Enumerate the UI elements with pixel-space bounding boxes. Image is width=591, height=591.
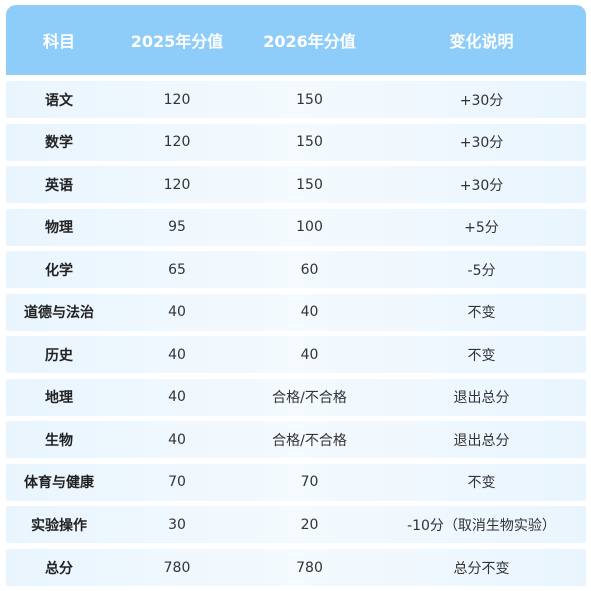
- score-2025-cell: 65: [168, 261, 186, 278]
- change-cell: 不变: [467, 475, 496, 492]
- subject-cell: 道德与法治: [24, 305, 94, 322]
- score-2025-cell: 95: [168, 219, 186, 236]
- score-2025-cell: 40: [168, 304, 186, 321]
- table-row: 化学 65 60 -5分: [6, 251, 586, 289]
- subject-cell: 生物: [45, 432, 73, 449]
- table-row: 实验操作 30 20 -10分（取消生物实验）: [6, 506, 586, 544]
- table-row: 地理 40 合格/不合格 退出总分: [6, 378, 586, 416]
- score-2026-cell: 40: [300, 346, 319, 363]
- change-cell: 总分不变: [453, 560, 510, 577]
- subject-cell: 英语: [45, 177, 73, 194]
- header-2025-score: 2025年分值: [130, 32, 224, 51]
- change-cell: 退出总分: [453, 432, 510, 449]
- score-2026-cell: 150: [296, 176, 323, 193]
- score-2025-cell: 40: [168, 389, 186, 406]
- subject-cell: 实验操作: [31, 517, 87, 534]
- change-cell: +30分: [459, 177, 504, 194]
- subject-cell: 数学: [45, 135, 73, 152]
- table-row: 生物 40 合格/不合格 退出总分: [6, 421, 586, 459]
- score-2026-cell: 100: [296, 219, 323, 236]
- score-2026-cell: 150: [296, 91, 323, 108]
- subject-cell: 化学: [45, 262, 73, 279]
- change-cell: -10分（取消生物实验）: [407, 517, 556, 534]
- table-header: 科目 2025年分值 2026年分值 变化说明: [6, 5, 586, 75]
- score-comparison-table: 科目 2025年分值 2026年分值 变化说明 语文 120 150 +30分 …: [6, 5, 586, 587]
- subject-cell: 语文: [45, 92, 73, 109]
- score-2026-cell: 70: [300, 474, 319, 491]
- change-cell: -5分: [467, 262, 496, 279]
- score-2026-cell: 合格/不合格: [272, 390, 347, 407]
- score-2025-cell: 780: [163, 559, 191, 576]
- header-subject: 科目: [42, 32, 75, 51]
- table-row: 英语 120 150 +30分: [6, 166, 586, 204]
- score-2026-cell: 20: [300, 516, 319, 533]
- change-cell: 退出总分: [453, 390, 510, 407]
- score-2026-cell: 150: [296, 134, 323, 151]
- subject-cell: 历史: [45, 347, 73, 364]
- score-2026-cell: 合格/不合格: [272, 432, 347, 449]
- change-cell: +30分: [459, 92, 504, 109]
- subject-cell: 体育与健康: [24, 475, 94, 492]
- score-2026-cell: 40: [300, 304, 319, 321]
- table-row: 历史 40 40 不变: [6, 336, 586, 374]
- subject-cell: 物理: [45, 220, 73, 237]
- subject-cell: 地理: [45, 390, 73, 407]
- score-2025-cell: 40: [168, 431, 186, 448]
- table-row: 体育与健康 70 70 不变: [6, 463, 586, 501]
- table-row: 物理 95 100 +5分: [6, 208, 586, 246]
- score-2025-cell: 120: [163, 91, 191, 108]
- change-cell: 不变: [467, 347, 496, 364]
- table-row: 数学 120 150 +30分: [6, 123, 586, 161]
- header-2026-score: 2026年分值: [263, 32, 356, 51]
- score-2025-cell: 120: [163, 176, 191, 193]
- subject-cell: 总分: [45, 560, 73, 577]
- table-row: 道德与法治 40 40 不变: [6, 293, 586, 331]
- score-2026-cell: 60: [300, 261, 319, 278]
- header-change-note: 变化说明: [449, 32, 514, 51]
- table-row-total: 总分 780 780 总分不变: [6, 549, 586, 587]
- score-2025-cell: 40: [168, 346, 186, 363]
- change-cell: +30分: [459, 135, 504, 152]
- table-row: 语文 120 150 +30分: [6, 81, 586, 118]
- score-2025-cell: 70: [168, 474, 186, 491]
- score-2025-cell: 120: [163, 134, 191, 151]
- score-2026-cell: 780: [296, 559, 323, 576]
- score-2025-cell: 30: [168, 516, 186, 533]
- change-cell: 不变: [467, 305, 496, 322]
- change-cell: +5分: [464, 220, 499, 237]
